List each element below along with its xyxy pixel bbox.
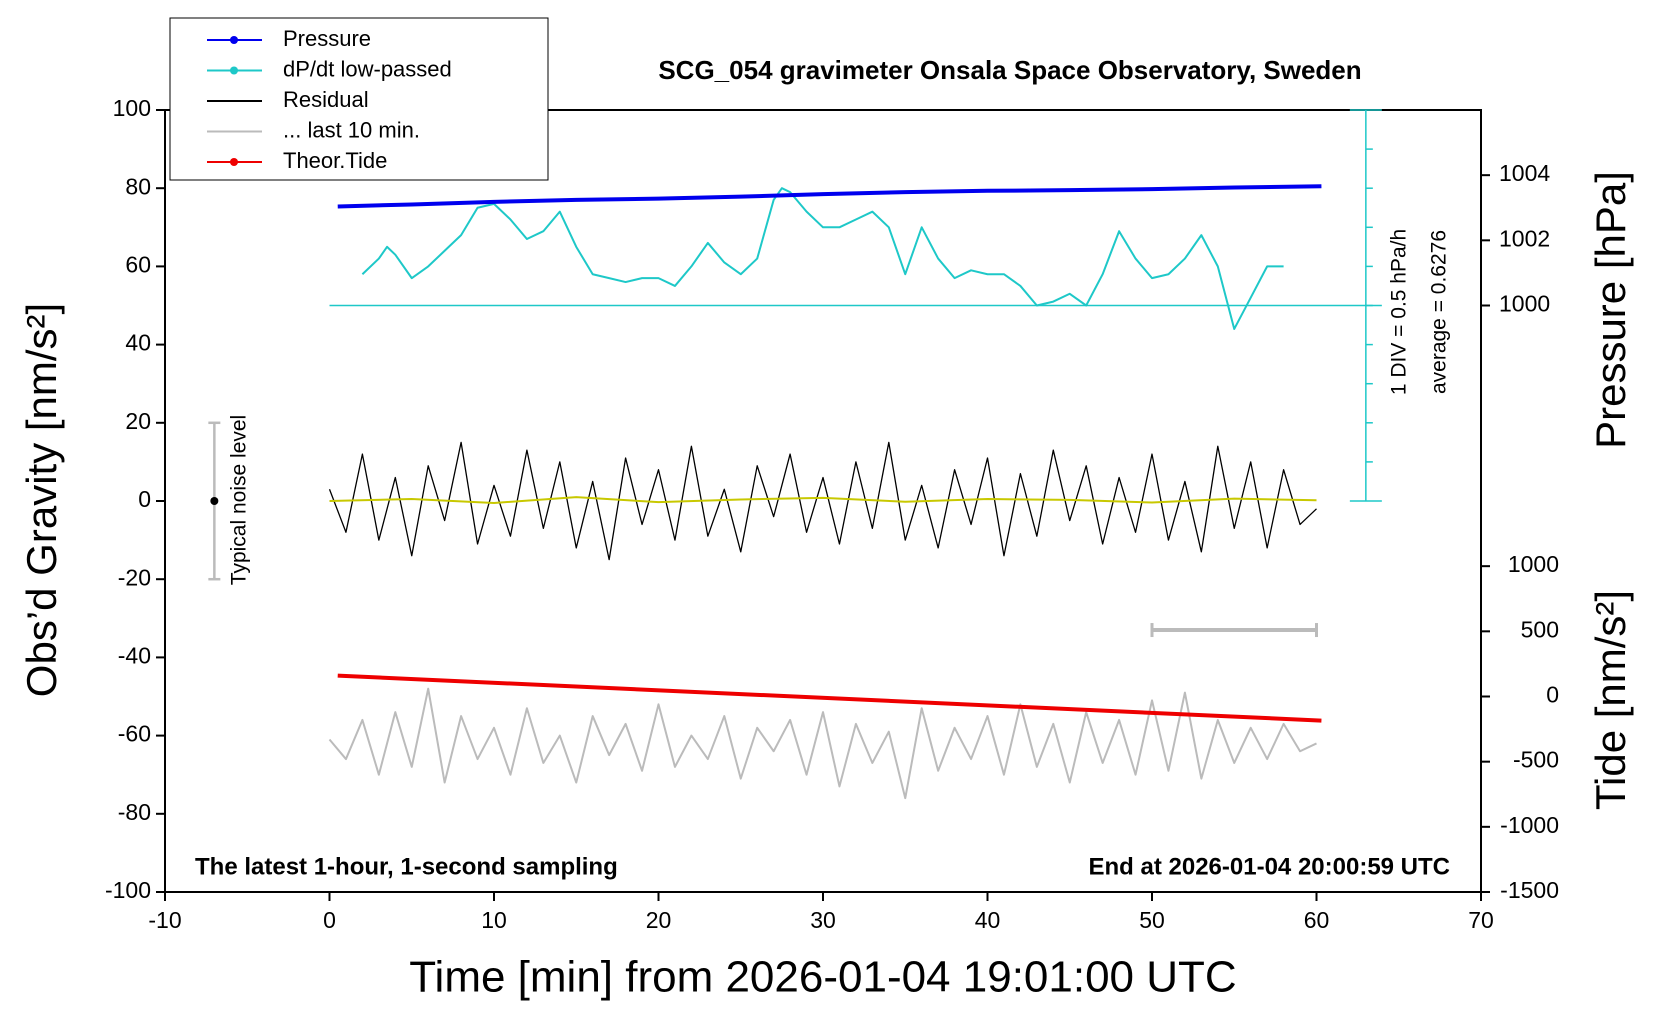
y3-tick-label: 500 — [1521, 616, 1559, 642]
x-tick-label: 60 — [1304, 907, 1330, 933]
smoothed-line — [329, 496, 1317, 504]
legend-label: Residual — [283, 87, 369, 112]
y3-axis-label: Tide [nm/s²] — [1587, 590, 1634, 810]
x-tick-label: 20 — [646, 907, 672, 933]
x-axis-label: Time [min] from 2026-01-04 19:01:00 UTC — [409, 953, 1236, 1002]
y-axis-label: Obs’d Gravity [nm/s²] — [18, 303, 65, 697]
x-tick-label: 40 — [975, 907, 1001, 933]
legend-label: Theor.Tide — [283, 148, 387, 173]
y3-tick-label: -1000 — [1500, 812, 1559, 838]
y-tick-label: -60 — [118, 721, 151, 747]
series-line — [361, 187, 1284, 330]
x-tick-label: 70 — [1468, 907, 1494, 933]
note-left: The latest 1-hour, 1-second sampling — [195, 853, 618, 880]
noise-text: Typical noise level — [228, 415, 251, 585]
y2-tick-label: 1004 — [1499, 160, 1550, 186]
y-tick-label: 0 — [138, 486, 151, 512]
y3-tick-label: -500 — [1513, 747, 1559, 773]
y-tick-label: 20 — [125, 408, 151, 434]
y-tick-label: -80 — [118, 799, 151, 825]
legend-marker — [230, 36, 238, 44]
y-tick-label: 100 — [113, 95, 151, 121]
chart-title: SCG_054 gravimeter Onsala Space Observat… — [658, 55, 1361, 85]
y3-tick-label: 0 — [1546, 682, 1559, 708]
series-line — [337, 673, 1322, 723]
noise-center — [210, 497, 219, 505]
y3-tick-label: -1500 — [1500, 877, 1559, 903]
y-tick-label: 60 — [125, 251, 151, 277]
y2-tick-label: 1000 — [1499, 291, 1550, 317]
y-tick-label: -100 — [105, 877, 151, 903]
y3-tick-label: 1000 — [1508, 551, 1559, 577]
x-tick-label: 50 — [1139, 907, 1165, 933]
note-right: End at 2026-01-04 20:00:59 UTC — [1089, 853, 1451, 880]
y2-axis-label: Pressure [hPa] — [1587, 171, 1634, 449]
dpdt-average-text: average = 0.6276 — [1428, 230, 1451, 394]
series-line — [328, 441, 1317, 561]
legend-marker — [230, 66, 238, 75]
legend-label: ... last 10 min. — [283, 117, 420, 142]
series-line — [337, 184, 1322, 209]
y-tick-label: 80 — [125, 173, 151, 199]
legend-label: Pressure — [283, 26, 371, 51]
y-tick-label: -40 — [118, 642, 151, 668]
x-tick-label: 10 — [481, 907, 507, 933]
series-line — [328, 687, 1317, 800]
legend-box — [169, 17, 549, 181]
y-tick-label: 40 — [125, 330, 151, 356]
x-tick-label: 30 — [810, 907, 836, 933]
legend-label: dP/dt low-passed — [283, 56, 452, 81]
legend-marker — [230, 158, 238, 166]
y-tick-label: -20 — [118, 564, 151, 590]
dpdt-scale-text: 1 DIV = 0.5 hPa/h — [1388, 229, 1411, 395]
x-tick-label: -10 — [148, 907, 181, 933]
y2-tick-label: 1002 — [1499, 225, 1550, 251]
x-tick-label: 0 — [323, 907, 336, 933]
